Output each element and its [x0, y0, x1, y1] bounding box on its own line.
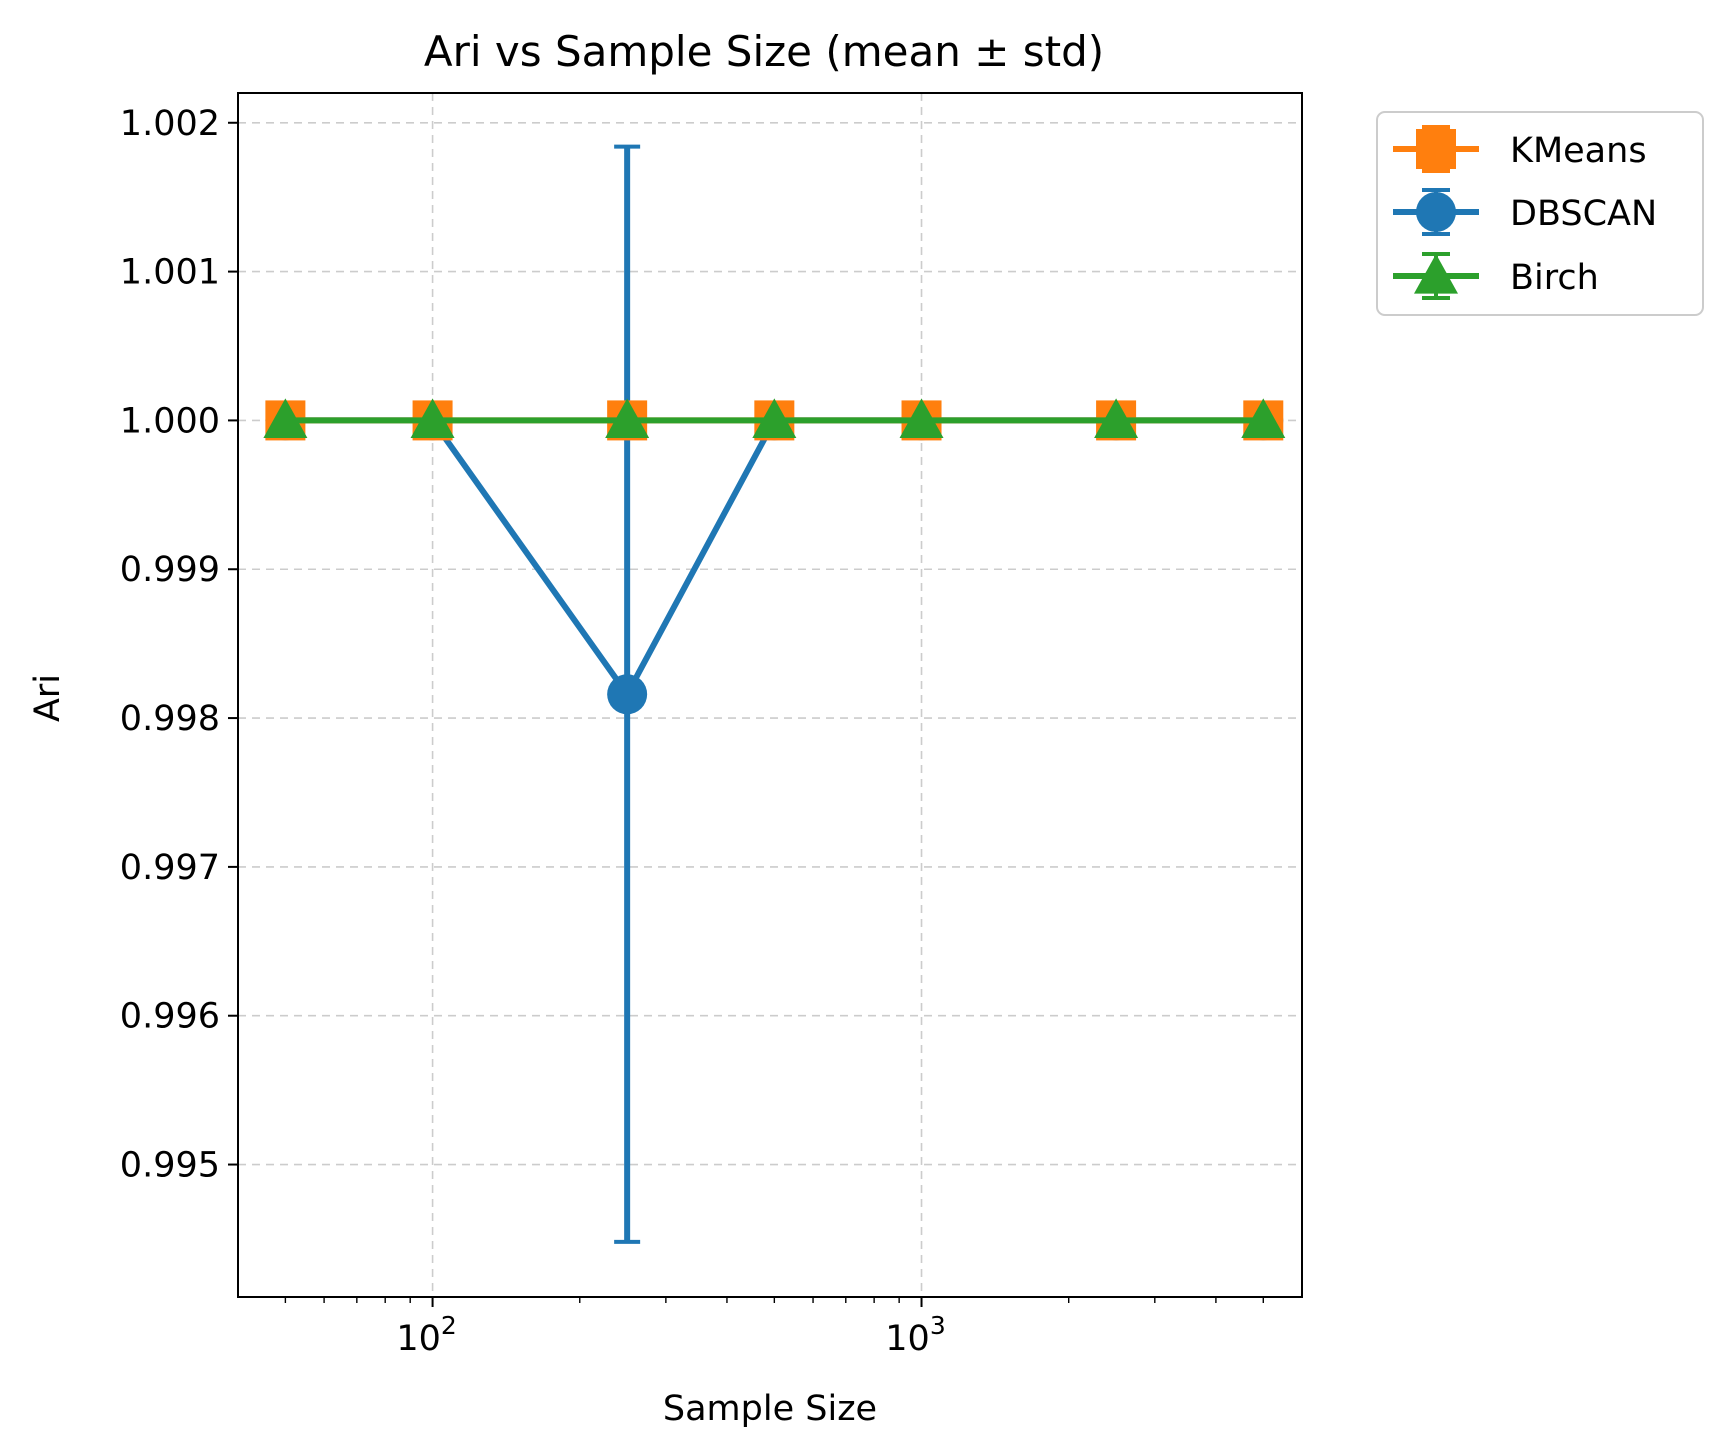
y-tick-label: 0.997: [120, 848, 220, 888]
plot-area: [237, 92, 1303, 1298]
series-birch: [263, 398, 1286, 439]
legend-item-birch: Birch: [1393, 252, 1599, 300]
y-tick-label: 0.995: [120, 1146, 220, 1186]
birch-point: [263, 398, 308, 439]
x-tick-label: 103: [885, 1311, 945, 1359]
plot-frame: [237, 92, 1303, 1298]
chart-title: Ari vs Sample Size (mean ± std): [424, 27, 1104, 76]
y-tick-label: 0.998: [120, 699, 220, 739]
series-layer: [263, 144, 1286, 1244]
y-tick-label: 0.999: [120, 550, 220, 590]
y-tick-label: 0.996: [120, 997, 220, 1037]
birch-point: [1241, 398, 1286, 439]
legend-label-dbscan: DBSCAN: [1510, 194, 1657, 234]
x-axis-label: Sample Size: [663, 1389, 877, 1429]
birch-point: [752, 398, 797, 439]
legend-item-kmeans: KMeans: [1393, 125, 1647, 173]
y-tick-label: 1.002: [120, 104, 220, 144]
legend: KMeans DBSCAN Birch: [1376, 111, 1704, 316]
legend-marker-kmeans: [1416, 129, 1456, 169]
birch-point: [1094, 398, 1139, 439]
y-tick-label: 1.001: [120, 253, 220, 293]
birch-point: [410, 398, 455, 439]
x-axis: 102 103: [284, 1297, 1264, 1359]
dbscan-point: [607, 674, 648, 715]
y-axis: 0.995 0.996 0.997 0.998 0.999 1.000 1.001 1.002: [120, 104, 238, 1186]
legend-label-birch: Birch: [1510, 258, 1599, 298]
legend-frame: [1376, 111, 1704, 316]
plot-background: [238, 93, 1302, 1297]
legend-marker-birch: [1414, 254, 1458, 294]
legend-marker-dbscan: [1416, 192, 1456, 232]
y-axis-label: Ari: [28, 674, 68, 722]
x-tick-label: 102: [396, 1311, 456, 1359]
birch-point: [605, 398, 650, 439]
legend-label-kmeans: KMeans: [1510, 131, 1647, 171]
y-tick-label: 1.000: [120, 401, 220, 441]
birch-point: [899, 398, 944, 439]
legend-item-dbscan: DBSCAN: [1393, 188, 1657, 236]
